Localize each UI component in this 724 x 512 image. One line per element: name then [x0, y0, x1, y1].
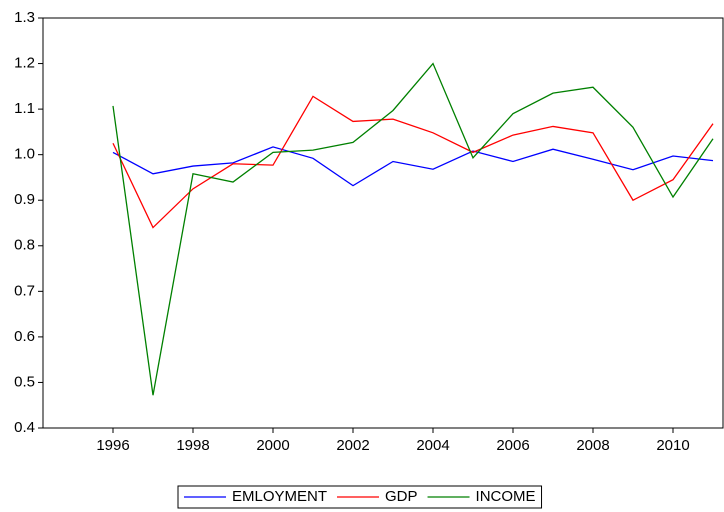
y-tick-label: 1.2 — [14, 55, 35, 72]
x-tick-label: 2004 — [416, 437, 449, 454]
legend-label: GDP — [385, 488, 418, 505]
x-tick-label: 2010 — [656, 437, 689, 454]
plot-frame — [42, 17, 724, 429]
y-tick-label: 1.0 — [14, 146, 35, 163]
y-tick-label: 0.5 — [14, 373, 35, 390]
y-tick-label: 0.6 — [14, 328, 35, 345]
x-tick-label: 2008 — [576, 437, 609, 454]
series-line — [112, 62, 714, 396]
x-tick-label: 2002 — [336, 437, 369, 454]
y-tick-label: 1.3 — [14, 9, 35, 26]
y-tick-label: 0.9 — [14, 191, 35, 208]
x-tick-label: 2006 — [496, 437, 529, 454]
x-tick-label: 2000 — [256, 437, 289, 454]
y-tick-label: 0.4 — [14, 419, 35, 436]
y-tick-label: 0.7 — [14, 282, 35, 299]
legend-box — [177, 485, 543, 509]
series-line — [112, 95, 714, 229]
x-tick-label: 1998 — [176, 437, 209, 454]
x-tick-label: 1996 — [96, 437, 129, 454]
y-tick-label: 0.8 — [14, 237, 35, 254]
legend-label: INCOME — [476, 488, 536, 505]
series-line — [112, 146, 714, 187]
y-tick-label: 1.1 — [14, 100, 35, 117]
legend: EMLOYMENT GDP INCOME — [177, 485, 543, 509]
legend-label: EMLOYMENT — [232, 488, 327, 505]
